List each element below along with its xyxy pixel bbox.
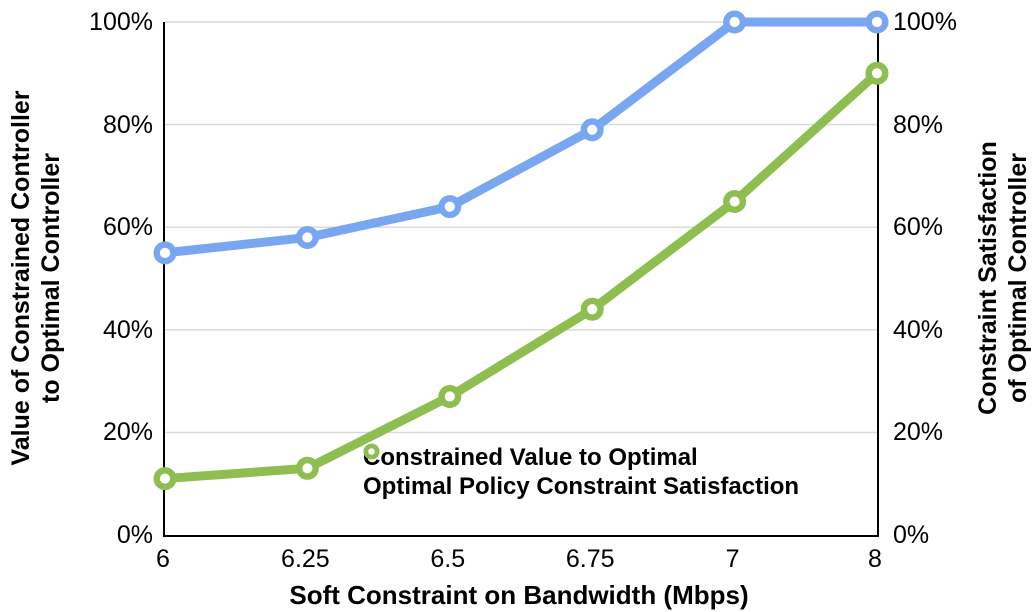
chart-canvas	[153, 10, 889, 491]
green-ring-marker-icon	[363, 443, 380, 460]
y-tick-label-right: 80%	[893, 110, 944, 139]
left-axis-title-line2: to Optimal Controller	[37, 153, 65, 403]
x-tick-label: 6.25	[281, 545, 330, 573]
x-tick-label: 6.75	[565, 545, 615, 573]
legend-item-constrained-value: Constrained Value to Optimal	[363, 443, 799, 472]
y-tick-label-right: 0%	[893, 521, 930, 549]
y-tick-label-left: 40%	[102, 315, 153, 344]
y-tick-label-left: 100%	[89, 8, 153, 36]
y-tick-label-right: 40%	[893, 315, 944, 344]
data-point	[438, 384, 462, 408]
x-tick-label: 6	[156, 545, 170, 573]
data-point	[295, 456, 319, 480]
series-line-1	[160, 68, 882, 484]
data-point	[153, 467, 177, 491]
y-tick-label-right: 60%	[893, 213, 944, 242]
data-point	[580, 297, 604, 321]
data-point	[723, 190, 747, 214]
right-axis-title: Constraint Satisfaction of Optimal Contr…	[973, 141, 1033, 415]
y-tick-label-right: 100%	[893, 8, 957, 36]
left-axis-title-line1: Value of Constrained Controller	[7, 90, 35, 466]
right-axis-title-line1: Constraint Satisfaction	[974, 141, 1002, 415]
data-point	[723, 10, 747, 34]
legend-item-constraint-satisfaction: Optimal Policy Constraint Satisfaction	[363, 443, 800, 501]
data-point	[153, 241, 177, 265]
series-line-0	[160, 17, 882, 258]
data-point	[865, 10, 889, 34]
x-tick-label: 7	[725, 545, 740, 573]
x-tick-label: 8	[868, 545, 882, 573]
right-axis-title-line2: of Optimal Controller	[1004, 153, 1032, 403]
legend: Constrained Value to Optimal Optimal Pol…	[363, 443, 799, 501]
legend-label-constrained-value: Constrained Value to Optimal	[363, 443, 698, 471]
plot-area: Constrained Value to Optimal Optimal Pol…	[153, 10, 889, 537]
data-point	[295, 225, 319, 249]
y-tick-label-left: 80%	[102, 110, 153, 139]
data-point	[865, 61, 889, 85]
y-tick-label-left: 20%	[102, 418, 153, 447]
left-axis-title: Value of Constrained Controller to Optim…	[6, 90, 66, 465]
y-tick-label-left: 0%	[116, 521, 153, 549]
x-tick-label: 6.5	[430, 545, 466, 573]
data-point	[580, 118, 604, 142]
x-axis-title: Soft Constraint on Bandwidth (Mbps)	[289, 580, 749, 610]
y-tick-label-left: 60%	[102, 213, 153, 242]
data-point	[438, 195, 462, 219]
y-tick-label-right: 20%	[893, 418, 944, 447]
legend-label-constraint-satisfaction: Optimal Policy Constraint Satisfaction	[363, 472, 800, 500]
